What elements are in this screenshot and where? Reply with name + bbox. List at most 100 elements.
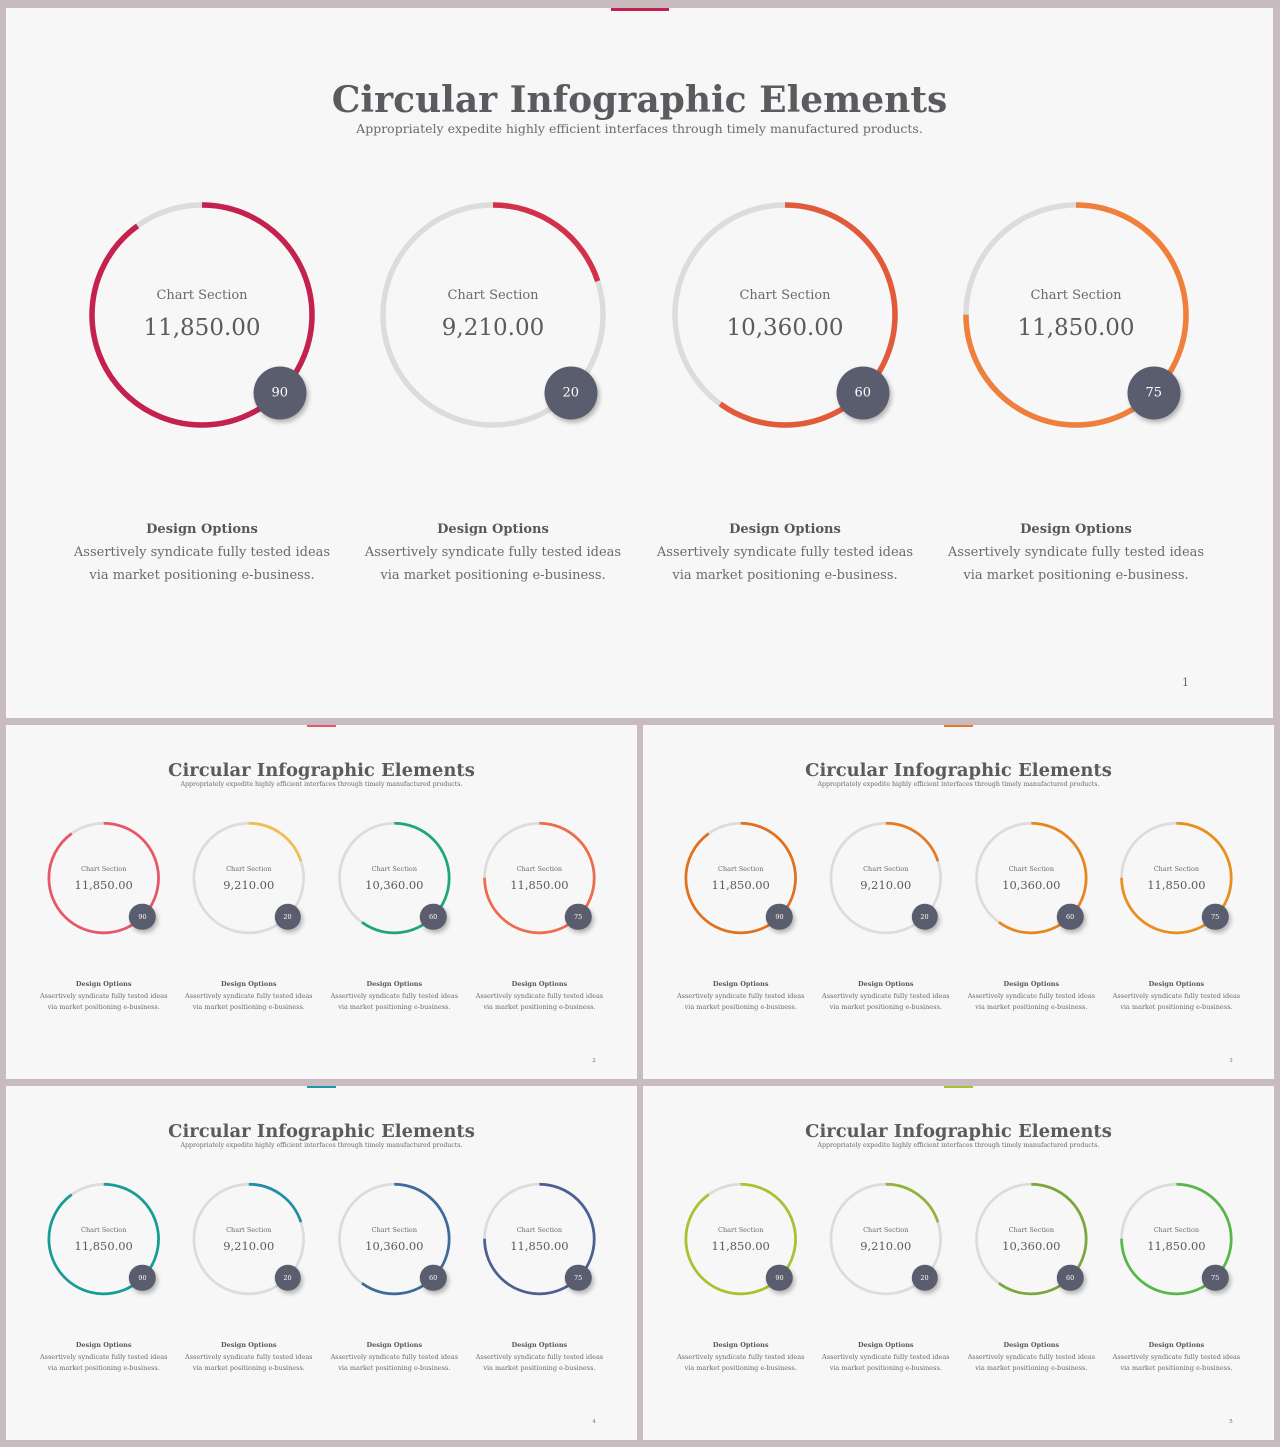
percent-badge: 75 — [1201, 903, 1229, 931]
caption-line: via market positioning e-business. — [47, 1364, 160, 1373]
caption-line: via market positioning e-business. — [47, 1003, 160, 1012]
slide-number: 5 — [1229, 1418, 1233, 1425]
slide-title: Circular Infographic Elements — [805, 759, 1112, 781]
caption-title: Design Options — [1148, 1341, 1205, 1350]
caption-title: Design Options — [220, 1341, 277, 1350]
ring-progress-arc — [192, 1182, 305, 1296]
caption-line: via market positioning e-business. — [684, 1003, 797, 1012]
caption-line: Assertively syndicate fully tested ideas — [967, 1352, 1096, 1361]
design-options-caption: Design Options Assertively syndicate full… — [476, 979, 603, 1013]
ring-progress-arc — [483, 821, 596, 935]
ring-progress-arc — [89, 202, 315, 428]
slide-title: Circular Infographic Elements — [168, 759, 475, 781]
design-options-caption: Design Options Assertively syndicate full… — [74, 518, 330, 587]
caption-line: via market positioning e-business. — [1120, 1364, 1233, 1373]
caption-line: via market positioning e-business. — [338, 1003, 451, 1012]
ring-charts — [47, 1182, 596, 1296]
caption-line: Assertively syndicate fully tested ideas — [39, 991, 168, 1000]
chart-section-value: 10,360.00 — [1002, 878, 1061, 893]
design-options-caption: Design Options Assertively syndicate full… — [185, 979, 312, 1013]
chart-section-label: Chart Section — [447, 288, 539, 303]
chart-section-value: 11,850.00 — [143, 315, 261, 341]
percent-badge: 20 — [544, 366, 598, 420]
chart-section-value: 10,360.00 — [726, 315, 844, 341]
caption-line: Assertively syndicate fully tested ideas — [73, 545, 331, 560]
caption-title: Design Options — [1003, 1341, 1060, 1350]
caption-title: Design Options — [857, 980, 914, 989]
ring-progress-arc — [47, 821, 160, 935]
caption-title: Design Options — [511, 1341, 568, 1350]
percent-badge: 60 — [1056, 1264, 1084, 1292]
caption-title: Design Options — [220, 980, 277, 989]
design-options-caption: Design Options Assertively syndicate full… — [968, 979, 1095, 1013]
ring-progress-arc — [829, 1182, 942, 1296]
slide-accent-bar — [944, 725, 973, 727]
percent-badge: 60 — [419, 903, 447, 931]
caption-title: Design Options — [857, 1341, 914, 1350]
caption-title: Design Options — [437, 522, 549, 537]
chart-section-value: 11,850.00 — [1147, 1239, 1206, 1254]
caption-line: Assertively syndicate fully tested ideas — [822, 1352, 950, 1361]
ring-progress-arc — [975, 821, 1088, 935]
percent-badge: 20 — [274, 903, 301, 931]
caption-title: Design Options — [511, 980, 568, 989]
chart-section-value: 9,210.00 — [223, 1239, 275, 1254]
caption-title: Design Options — [75, 1341, 132, 1350]
caption-line: via market positioning e-business. — [829, 1364, 942, 1373]
chart-section-value: 11,850.00 — [74, 1239, 133, 1254]
percent-badge: 60 — [419, 1264, 447, 1292]
chart-section-label: Chart Section — [1153, 1225, 1200, 1234]
chart-section-label: Chart Section — [1153, 864, 1200, 873]
chart-section-label: Chart Section — [718, 864, 764, 873]
ring-progress-arc — [483, 1182, 596, 1296]
slide-3: Circular Infographic Elements Appropriate… — [643, 725, 1274, 1079]
caption-line: Assertively syndicate fully tested ideas — [947, 545, 1205, 560]
caption-line: Assertively syndicate fully tested ideas — [822, 991, 950, 1000]
caption-title: Design Options — [146, 522, 258, 537]
caption-title: Design Options — [366, 980, 423, 989]
caption-line: Assertively syndicate fully tested ideas — [676, 1352, 805, 1361]
caption-line: Assertively syndicate fully tested ideas — [967, 991, 1096, 1000]
design-options-caption: Design Options Assertively syndicate full… — [40, 979, 167, 1013]
ring-charts — [47, 821, 596, 935]
chart-section-value: 11,850.00 — [510, 1239, 569, 1254]
design-options-caption: Design Options Assertively syndicate full… — [948, 518, 1204, 587]
slide-1: Circular Infographic Elements Appropriate… — [6, 8, 1273, 718]
chart-section-label: Chart Section — [863, 1225, 909, 1234]
percent-badge: 60 — [836, 366, 890, 420]
ring-progress-arc — [192, 821, 305, 935]
ring-progress-arc — [963, 202, 1189, 428]
ring-progress-arc — [975, 1182, 1088, 1296]
design-options-caption: Design Options Assertively syndicate full… — [331, 1340, 458, 1374]
caption-line: Assertively syndicate fully tested ideas — [364, 545, 622, 560]
chart-section-value: 10,360.00 — [365, 878, 424, 893]
chart-section-label: Chart Section — [371, 1225, 417, 1234]
ring-progress-arc — [1120, 1182, 1233, 1296]
slide-subtitle: Appropriately expedite highly efficient … — [356, 121, 923, 136]
design-options-caption: Design Options Assertively syndicate full… — [1113, 1340, 1240, 1374]
chart-section-value: 11,850.00 — [1147, 878, 1206, 893]
chart-section-label: Chart Section — [156, 288, 248, 303]
caption-line: Assertively syndicate fully tested ideas — [475, 991, 604, 1000]
slide-accent-bar — [307, 725, 336, 727]
design-options-caption: Design Options Assertively syndicate full… — [476, 1340, 603, 1374]
slide-title: Circular Infographic Elements — [168, 1120, 475, 1142]
ring-progress-arc — [338, 1182, 451, 1296]
design-options-caption: Design Options Assertively syndicate full… — [365, 518, 621, 587]
percent-badge: 90 — [129, 1264, 156, 1292]
design-options-caption: Design Options Assertively syndicate full… — [185, 1340, 312, 1374]
design-options-caption: Design Options Assertively syndicate full… — [657, 518, 913, 587]
slide-accent-bar — [307, 1086, 336, 1088]
caption-line: Assertively syndicate fully tested ideas — [475, 1352, 604, 1361]
slide-number: 1 — [1182, 676, 1189, 689]
caption-line: Assertively syndicate fully tested ideas — [1112, 1352, 1241, 1361]
caption-line: via market positioning e-business. — [829, 1003, 942, 1012]
caption-line: via market positioning e-business. — [483, 1003, 596, 1012]
ring-progress-arc — [380, 202, 606, 428]
chart-section-label: Chart Section — [516, 1225, 563, 1234]
chart-section-label: Chart Section — [81, 1225, 127, 1234]
chart-section-value: 11,850.00 — [1017, 315, 1135, 341]
percent-badge: 20 — [911, 903, 938, 931]
ring-charts — [89, 202, 1189, 428]
ring-progress-arc — [672, 202, 898, 428]
